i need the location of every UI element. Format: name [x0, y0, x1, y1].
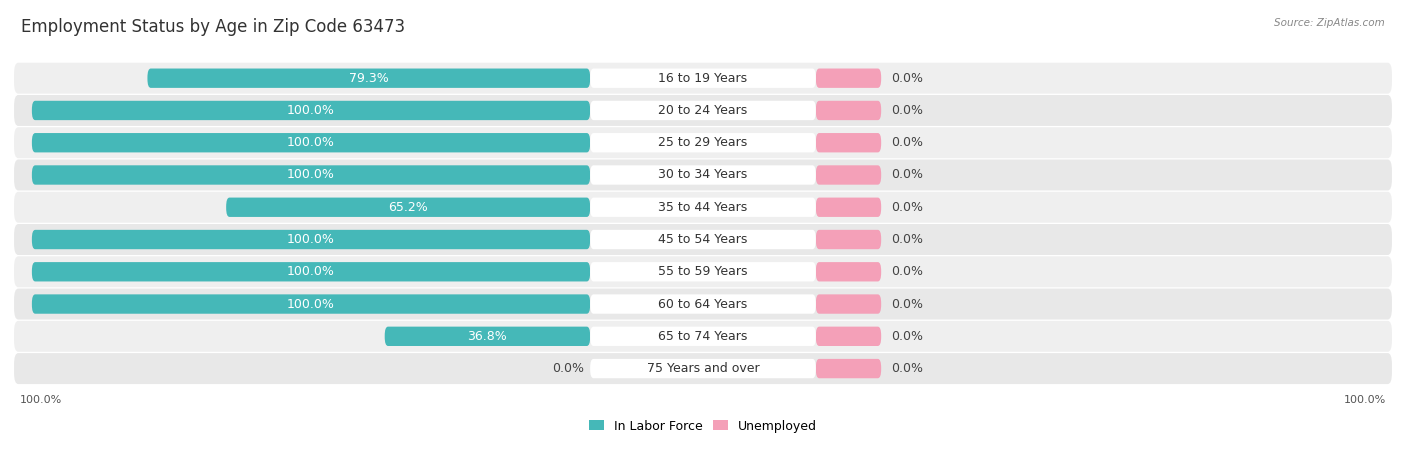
FancyBboxPatch shape	[591, 133, 815, 153]
FancyBboxPatch shape	[815, 165, 882, 184]
FancyBboxPatch shape	[14, 159, 1392, 190]
Text: 55 to 59 Years: 55 to 59 Years	[658, 266, 748, 278]
FancyBboxPatch shape	[14, 127, 1392, 158]
Legend: In Labor Force, Unemployed: In Labor Force, Unemployed	[583, 414, 823, 438]
Text: 35 to 44 Years: 35 to 44 Years	[658, 201, 748, 214]
FancyBboxPatch shape	[591, 230, 815, 249]
FancyBboxPatch shape	[591, 198, 815, 217]
FancyBboxPatch shape	[815, 68, 882, 88]
FancyBboxPatch shape	[14, 256, 1392, 287]
FancyBboxPatch shape	[591, 359, 815, 378]
FancyBboxPatch shape	[148, 68, 591, 88]
FancyBboxPatch shape	[591, 165, 815, 184]
FancyBboxPatch shape	[32, 230, 591, 249]
FancyBboxPatch shape	[14, 288, 1392, 319]
Text: 0.0%: 0.0%	[890, 297, 922, 310]
FancyBboxPatch shape	[591, 262, 815, 281]
FancyBboxPatch shape	[226, 198, 591, 217]
Text: 65 to 74 Years: 65 to 74 Years	[658, 330, 748, 343]
Text: 0.0%: 0.0%	[890, 72, 922, 85]
Text: 45 to 54 Years: 45 to 54 Years	[658, 233, 748, 246]
FancyBboxPatch shape	[32, 294, 591, 314]
Text: 30 to 34 Years: 30 to 34 Years	[658, 168, 748, 181]
FancyBboxPatch shape	[14, 63, 1392, 94]
Text: 0.0%: 0.0%	[890, 266, 922, 278]
FancyBboxPatch shape	[32, 133, 591, 153]
Text: 79.3%: 79.3%	[349, 72, 388, 85]
Text: 20 to 24 Years: 20 to 24 Years	[658, 104, 748, 117]
FancyBboxPatch shape	[815, 359, 882, 378]
Text: 60 to 64 Years: 60 to 64 Years	[658, 297, 748, 310]
Text: 36.8%: 36.8%	[468, 330, 508, 343]
FancyBboxPatch shape	[815, 101, 882, 120]
Text: 0.0%: 0.0%	[890, 233, 922, 246]
Text: 0.0%: 0.0%	[890, 168, 922, 181]
Text: 100.0%: 100.0%	[287, 266, 335, 278]
Text: 65.2%: 65.2%	[388, 201, 427, 214]
Text: 100.0%: 100.0%	[287, 136, 335, 149]
FancyBboxPatch shape	[815, 133, 882, 153]
Text: 0.0%: 0.0%	[553, 362, 585, 375]
FancyBboxPatch shape	[591, 68, 815, 88]
FancyBboxPatch shape	[385, 327, 591, 346]
FancyBboxPatch shape	[32, 262, 591, 281]
FancyBboxPatch shape	[591, 101, 815, 120]
Text: 0.0%: 0.0%	[890, 136, 922, 149]
Text: 100.0%: 100.0%	[287, 297, 335, 310]
FancyBboxPatch shape	[14, 192, 1392, 223]
FancyBboxPatch shape	[815, 262, 882, 281]
FancyBboxPatch shape	[14, 224, 1392, 255]
Text: 100.0%: 100.0%	[287, 104, 335, 117]
FancyBboxPatch shape	[815, 230, 882, 249]
FancyBboxPatch shape	[591, 327, 815, 346]
Text: 100.0%: 100.0%	[20, 395, 62, 405]
Text: 0.0%: 0.0%	[890, 201, 922, 214]
Text: 100.0%: 100.0%	[287, 168, 335, 181]
FancyBboxPatch shape	[32, 165, 591, 184]
Text: 100.0%: 100.0%	[287, 233, 335, 246]
Text: 75 Years and over: 75 Years and over	[647, 362, 759, 375]
Text: 0.0%: 0.0%	[890, 330, 922, 343]
Text: 0.0%: 0.0%	[890, 362, 922, 375]
FancyBboxPatch shape	[14, 353, 1392, 384]
Text: 0.0%: 0.0%	[890, 104, 922, 117]
FancyBboxPatch shape	[591, 294, 815, 314]
FancyBboxPatch shape	[14, 321, 1392, 352]
Text: 16 to 19 Years: 16 to 19 Years	[658, 72, 748, 85]
Text: Source: ZipAtlas.com: Source: ZipAtlas.com	[1274, 18, 1385, 28]
FancyBboxPatch shape	[32, 101, 591, 120]
Text: 25 to 29 Years: 25 to 29 Years	[658, 136, 748, 149]
FancyBboxPatch shape	[815, 327, 882, 346]
FancyBboxPatch shape	[815, 198, 882, 217]
Text: Employment Status by Age in Zip Code 63473: Employment Status by Age in Zip Code 634…	[21, 18, 405, 36]
Text: 100.0%: 100.0%	[1344, 395, 1386, 405]
FancyBboxPatch shape	[14, 95, 1392, 126]
FancyBboxPatch shape	[815, 294, 882, 314]
